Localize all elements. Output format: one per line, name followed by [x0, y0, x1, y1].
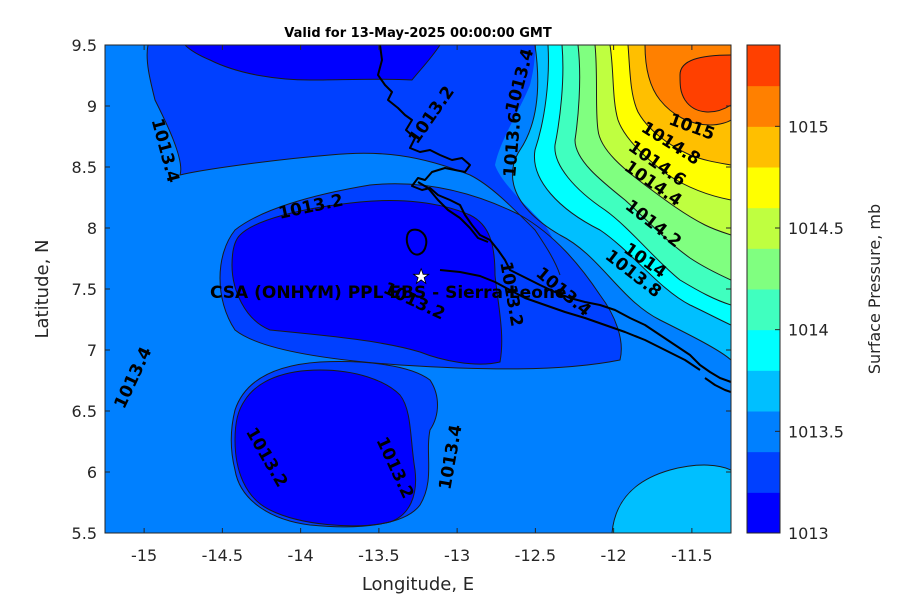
colorbar-segment — [747, 451, 780, 493]
colorbar-tick-label: 1014 — [788, 321, 829, 340]
colorbar-tick-label: 1013 — [788, 524, 829, 543]
level-1013.6-southeast-patch — [612, 465, 731, 533]
x-tick-label: -14 — [288, 546, 314, 565]
colorbar-segment — [747, 85, 780, 127]
x-tick-label: -13.5 — [358, 546, 399, 565]
pressure-field — [105, 45, 731, 533]
colorbar-segment — [747, 289, 780, 331]
colorbar-ticks: 1013 1013.5 1014 1014.5 1015 — [775, 117, 844, 543]
map-title: Valid for 13-May-2025 00:00:00 GMT — [284, 26, 552, 41]
isobar-lines — [146, 45, 731, 533]
x-tick-label: -15 — [131, 546, 157, 565]
colorbar-label: Surface Pressure, mb — [865, 204, 884, 374]
level-1013-north-pocket — [185, 45, 440, 80]
x-tick-label: -12.5 — [515, 546, 556, 565]
y-tick-label: 5.5 — [72, 524, 97, 543]
x-tick-label: -13 — [444, 546, 470, 565]
level-1013-central-pocket — [232, 200, 502, 365]
y-tick-label: 8.5 — [72, 158, 97, 177]
star-icon — [412, 267, 430, 285]
y-tick-label: 7.5 — [72, 280, 97, 299]
x-tick-label: -11.5 — [671, 546, 712, 565]
colorbar-tick-label: 1015 — [788, 117, 829, 136]
colorbar-segment — [747, 207, 780, 249]
colorbar-segment — [747, 167, 780, 209]
colorbar-segment — [747, 329, 780, 371]
colorbar-segment — [747, 126, 780, 168]
site-label: CSA (ONHYM) PPL EBS - Sierra Leone — [210, 283, 567, 303]
y-tick-label: 6.5 — [72, 402, 97, 421]
coastline — [377, 45, 731, 393]
x-tick-label: -12 — [601, 546, 627, 565]
y-tick-label: 8 — [87, 219, 97, 238]
colorbar-segment — [747, 492, 780, 534]
level-1015.2-band — [680, 55, 731, 112]
level-1013.2-north-region — [147, 45, 565, 275]
colorbar-segment — [747, 248, 780, 290]
y-tick-label: 9.5 — [72, 36, 97, 55]
colorbar-segment — [747, 370, 780, 412]
x-tick-label: -14.5 — [202, 546, 243, 565]
colorbar-tick-label: 1014.5 — [788, 219, 844, 238]
y-tick-label: 9 — [87, 97, 97, 116]
colorbar-tick-label: 1013.5 — [788, 422, 844, 441]
level-1013-south-pocket — [235, 370, 416, 526]
y-tick-label: 7 — [87, 341, 97, 360]
y-axis-label: Latitude, N — [32, 240, 53, 339]
y-tick-label: 6 — [87, 463, 97, 482]
colorbar-segment — [747, 411, 780, 453]
y-axis-ticks: 5.5 6 6.5 7 7.5 8 8.5 9 9.5 — [72, 36, 731, 543]
colorbar-frame — [746, 44, 781, 534]
site-marker — [412, 267, 430, 285]
colorbar-segment — [747, 45, 780, 87]
x-axis-label: Longitude, E — [362, 574, 474, 595]
x-axis-ticks: -15 -14.5 -14 -13.5 -13 -12.5 -12 -11.5 — [131, 45, 713, 565]
colorbar — [747, 45, 780, 534]
